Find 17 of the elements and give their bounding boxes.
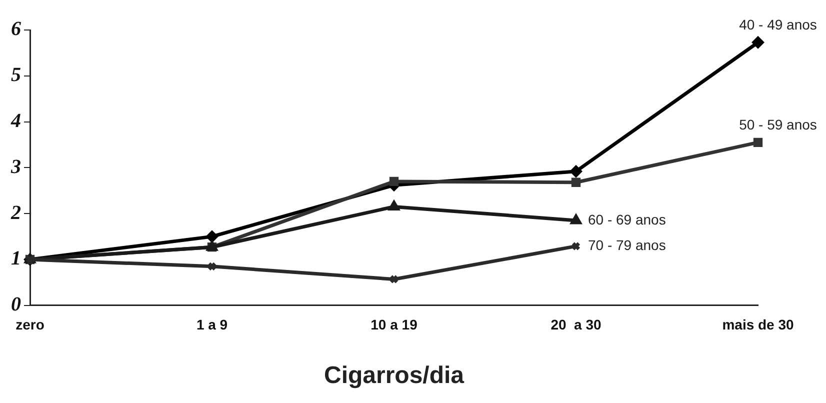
- y-tick-label: 3: [10, 156, 21, 178]
- y-tick-label: 6: [11, 18, 21, 40]
- y-tick-label: 5: [11, 64, 21, 86]
- series-label: 60 - 69 anos: [588, 211, 666, 228]
- x-tick-label: zero: [16, 316, 44, 333]
- x-tick-label: 1 a 9: [196, 316, 228, 333]
- x-tick-label: 20 a 30: [550, 316, 602, 333]
- y-tick-label: 2: [10, 202, 21, 224]
- series-label: 40 - 49 anos: [739, 16, 817, 32]
- series-label: 50 - 59 anos: [739, 116, 817, 132]
- series-label: 70 - 79 anos: [588, 237, 666, 254]
- x-tick-label: 10 a 19: [370, 316, 418, 333]
- x-axis-title: Cigarros/dia: [324, 362, 465, 390]
- y-tick-label: 1: [11, 248, 21, 270]
- x-tick-label: mais de 30: [722, 316, 794, 333]
- y-tick-label: 4: [10, 110, 21, 132]
- y-tick-label: 0: [11, 294, 21, 316]
